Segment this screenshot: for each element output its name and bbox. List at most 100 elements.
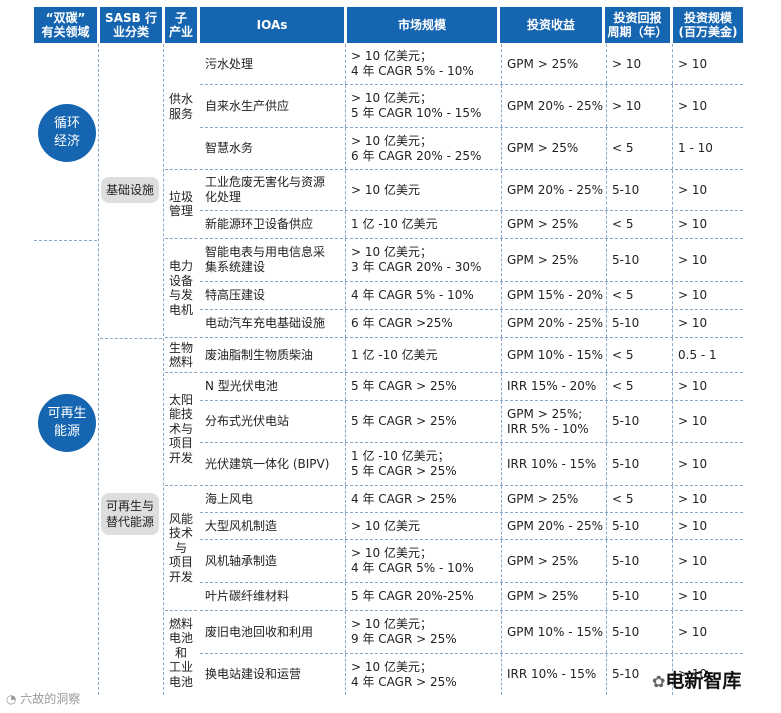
watermark-left: ◔ 六故的洞察 (6, 690, 80, 707)
ioa-cell: 废旧电池回收和利用 (205, 624, 314, 639)
table-row: 废油脂制生物质柴油 1 亿 -10 亿美元 GPM 10% - 15% < 5 … (200, 338, 743, 373)
subindustry-battery: 燃料 电池 和 工业 电池 (168, 616, 193, 689)
ioa-cell: 污水处理 (205, 56, 254, 71)
return-cell: GPM > 25% (501, 583, 606, 610)
return-cell: GPM > 25% (501, 211, 606, 238)
payback-cell: < 5 (606, 373, 672, 400)
market-cell: > 10 亿美元； 6 年 CAGR 20% - 25% (345, 128, 501, 169)
payback-cell: 5-10 (606, 611, 672, 653)
return-cell: GPM > 25%; IRR 5% - 10% (501, 401, 606, 442)
ioa-cell: 换电站建设和运营 (205, 667, 302, 681)
subindustry-divider (165, 610, 197, 611)
ioa-cell: 光伏建筑一体化 (BIPV) (205, 456, 330, 471)
watermark-logo-icon: ◔ (6, 692, 21, 706)
header-invest: 投资规模 (百万美金) (673, 7, 743, 43)
ioa-cell: 海上风电 (205, 491, 254, 506)
ioa-cell: 新能源环卫设备供应 (205, 217, 314, 231)
return-cell: GPM 20% - 25% (501, 170, 606, 210)
payback-cell: < 5 (606, 338, 672, 372)
ioa-cell: 分布式光伏电站 (205, 414, 290, 428)
subindustry-biofuel: 生物 燃料 (168, 340, 193, 370)
market-cell: 1 亿 -10 亿美元 (345, 211, 501, 238)
sasb-divider (100, 338, 162, 339)
watermark-right: ✿电新智库 (652, 666, 741, 693)
ioa-cell: 工业危废无害化与资源 化处理 (205, 175, 326, 204)
table-row: 风机轴承制造 > 10 亿美元； 4 年 CAGR 5% - 10% GPM >… (200, 540, 743, 583)
market-cell: > 10 亿美元； 4 年 CAGR 5% - 10% (345, 540, 501, 582)
invest-cell: > 10 (672, 540, 743, 582)
subindustry-wind: 风能 技术 与 项目 开发 (168, 511, 193, 584)
ioa-cell: 风机轴承制造 (205, 553, 278, 568)
return-cell: GPM > 25% (501, 540, 606, 582)
payback-cell: 5-10 (606, 239, 672, 281)
header-ioas: IOAs (200, 7, 344, 43)
payback-cell: < 5 (606, 486, 672, 512)
invest-cell: > 10 (672, 310, 743, 337)
header-payback: 投资回报 周期（年） (605, 7, 670, 43)
payback-cell: > 10 (606, 44, 672, 84)
market-cell: 5 年 CAGR > 25% (345, 373, 501, 400)
invest-cell: 1 - 10 (672, 128, 743, 169)
ioa-cell: 智慧水务 (205, 141, 254, 155)
header-return: 投资收益 (500, 7, 602, 43)
return-cell: GPM 10% - 15% (501, 338, 606, 372)
ioa-cell: 大型风机制造 (205, 518, 278, 533)
table-row: 大型风机制造 > 10 亿美元 GPM 20% - 25% 5-10 > 10 (200, 513, 743, 540)
market-cell: 4 年 CAGR 5% - 10% (345, 282, 501, 309)
market-cell: 5 年 CAGR 20%-25% (345, 583, 501, 610)
domain-circular-economy: 循环 经济 (38, 104, 96, 162)
table-row: 叶片碳纤维材料 5 年 CAGR 20%-25% GPM > 25% 5-10 … (200, 583, 743, 611)
sasb-renewable: 可再生与 替代能源 (101, 493, 159, 535)
invest-cell: > 10 (672, 239, 743, 281)
invest-cell: > 10 (672, 373, 743, 400)
table-row: 光伏建筑一体化 (BIPV) 1 亿 -10 亿美元； 5 年 CAGR > 2… (200, 443, 743, 486)
watermark-right-text: 电新智库 (665, 670, 742, 692)
ioa-cell: 自来水生产供应 (205, 98, 290, 113)
wechat-icon: ✿ (652, 672, 666, 691)
invest-cell: > 10 (672, 401, 743, 442)
ioa-cell: 智能电表与用电信息采 集系统建设 (205, 245, 326, 274)
invest-cell: 0.5 - 1 (672, 338, 743, 372)
table-row: 智慧水务 > 10 亿美元； 6 年 CAGR 20% - 25% GPM > … (200, 128, 743, 170)
invest-cell: > 10 (672, 85, 743, 127)
header-subindustry: 子 产业 (165, 7, 197, 43)
payback-cell: < 5 (606, 282, 672, 309)
table-row: 废旧电池回收和利用 > 10 亿美元； 9 年 CAGR > 25% GPM 1… (200, 611, 743, 654)
market-cell: 1 亿 -10 亿美元 (345, 338, 501, 372)
market-cell: > 10 亿美元； 4 年 CAGR 5% - 10% (345, 44, 501, 84)
invest-cell: > 10 (672, 513, 743, 539)
market-cell: 6 年 CAGR >25% (345, 310, 501, 337)
invest-cell: > 10 (672, 486, 743, 512)
table-row: 污水处理 > 10 亿美元； 4 年 CAGR 5% - 10% GPM > 2… (200, 44, 743, 85)
payback-cell: < 5 (606, 128, 672, 169)
subindustry-divider (165, 485, 197, 486)
return-cell: GPM 20% - 25% (501, 85, 606, 127)
market-cell: > 10 亿美元； 5 年 CAGR 10% - 15% (345, 85, 501, 127)
return-cell: GPM 20% - 25% (501, 310, 606, 337)
column-divider (98, 44, 99, 695)
market-cell: > 10 亿美元； 3 年 CAGR 20% - 30% (345, 239, 501, 281)
invest-cell: > 10 (672, 170, 743, 210)
payback-cell: 5-10 (606, 540, 672, 582)
invest-cell: > 10 (672, 611, 743, 653)
subindustry-power: 电力 设备 与发 电机 (168, 259, 193, 317)
table-row: 自来水生产供应 > 10 亿美元； 5 年 CAGR 10% - 15% GPM… (200, 85, 743, 128)
domain-renewable-energy: 可再生 能源 (38, 394, 96, 452)
market-cell: > 10 亿美元； 4 年 CAGR > 25% (345, 654, 501, 695)
table-row: 新能源环卫设备供应 1 亿 -10 亿美元 GPM > 25% < 5 > 10 (200, 211, 743, 239)
watermark-left-text: 六故的洞察 (20, 692, 81, 706)
header-market: 市场规模 (347, 7, 497, 43)
payback-cell: 5-10 (606, 170, 672, 210)
return-cell: IRR 10% - 15% (501, 443, 606, 485)
sasb-infrastructure: 基础设施 (101, 177, 159, 203)
domain-divider (34, 240, 97, 241)
ioa-cell: 叶片碳纤维材料 (205, 589, 290, 603)
header-domain: “双碳” 有关领域 (34, 7, 97, 43)
subindustry-waste: 垃圾 管理 (168, 189, 193, 219)
table-row: 分布式光伏电站 5 年 CAGR > 25% GPM > 25%; IRR 5%… (200, 401, 743, 443)
market-cell: > 10 亿美元； 9 年 CAGR > 25% (345, 611, 501, 653)
subindustry-divider (165, 169, 197, 170)
invest-cell: > 10 (672, 44, 743, 84)
market-cell: > 10 亿美元 (345, 513, 501, 539)
payback-cell: 5-10 (606, 654, 672, 695)
